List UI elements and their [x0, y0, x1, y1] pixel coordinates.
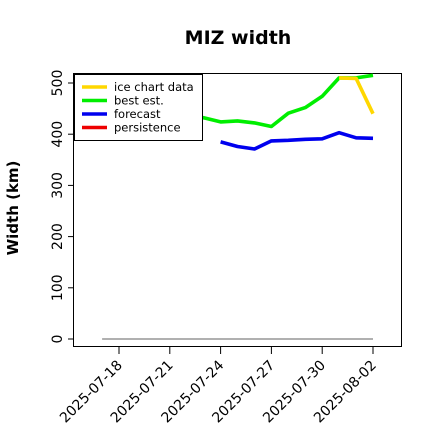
- series-line-forecast: [220, 130, 374, 151]
- series-layer: [102, 73, 375, 340]
- y-tick-label: 100: [50, 274, 66, 301]
- legend-label: persistence: [114, 121, 181, 135]
- y-axis: 0 100 200 300 400 500: [50, 70, 74, 344]
- y-tick-label: 0: [50, 335, 66, 344]
- chart-title: MIZ width: [185, 27, 292, 49]
- y-tick-label: 200: [50, 223, 66, 250]
- legend-label: forecast: [114, 107, 161, 121]
- legend-label: best est.: [114, 94, 164, 108]
- legend-label: ice chart data: [114, 80, 194, 94]
- plot-frame: [73, 73, 402, 347]
- y-tick-label: 300: [50, 172, 66, 199]
- y-tick-label: 400: [50, 121, 66, 148]
- y-axis-label: Width (km): [4, 161, 22, 256]
- series-line-ice-chart-data: [339, 76, 375, 115]
- y-tick-label: 500: [50, 70, 66, 97]
